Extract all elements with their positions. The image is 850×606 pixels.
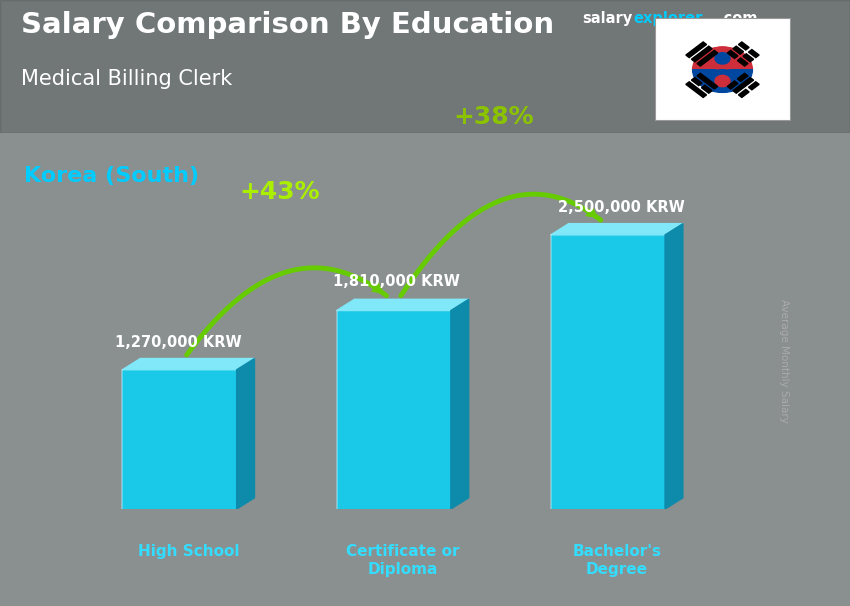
Circle shape [707,70,738,92]
Text: 1,810,000 KRW: 1,810,000 KRW [333,274,460,289]
Bar [739,42,749,50]
Bar [728,50,738,58]
Circle shape [715,75,730,87]
Bar [737,58,748,66]
Text: explorer: explorer [633,11,703,25]
Bar [749,50,759,58]
Bar [686,82,706,98]
Bar [691,46,712,62]
Circle shape [707,47,738,70]
Polygon shape [450,299,468,509]
Bar [743,54,754,62]
Bar [739,90,749,98]
Polygon shape [665,224,683,509]
Bar [697,73,717,89]
Text: 1,270,000 KRW: 1,270,000 KRW [116,335,242,350]
Text: Average Monthly Salary: Average Monthly Salary [779,299,790,424]
Wedge shape [693,70,752,92]
Bar [122,370,236,509]
Bar [733,78,754,93]
Bar [337,310,450,509]
Polygon shape [122,359,254,370]
Text: +38%: +38% [453,105,534,128]
Text: .com: .com [718,11,757,25]
Bar [691,78,702,85]
Text: Korea (South): Korea (South) [24,165,199,186]
Text: Medical Billing Clerk: Medical Billing Clerk [21,69,233,89]
Text: +43%: +43% [239,181,320,204]
Bar [701,85,712,93]
Bar [551,235,665,509]
Text: Certificate or
Diploma: Certificate or Diploma [346,544,459,576]
Text: High School: High School [138,544,239,559]
Text: 2,500,000 KRW: 2,500,000 KRW [558,200,685,215]
Polygon shape [337,299,468,310]
Bar [728,81,738,89]
Bar [733,46,744,54]
Text: Bachelor's
Degree: Bachelor's Degree [572,544,661,576]
Text: salary: salary [582,11,632,25]
Bar [737,73,748,81]
Bar [697,50,717,66]
Polygon shape [551,224,683,235]
Polygon shape [236,359,254,509]
Text: Salary Comparison By Education: Salary Comparison By Education [21,11,554,39]
Circle shape [715,53,730,64]
Wedge shape [693,47,752,70]
Bar [749,82,759,90]
Bar [686,42,706,58]
